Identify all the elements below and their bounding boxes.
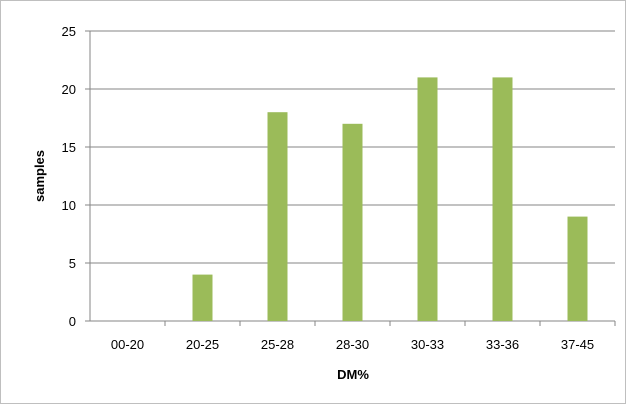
bar-37-45: [567, 216, 588, 321]
y-tick-label: 10: [62, 198, 76, 213]
y-axis-title: samples: [32, 150, 47, 202]
y-tick-label: 5: [69, 256, 76, 271]
y-tick-label: 15: [62, 140, 76, 155]
y-tick-label: 25: [62, 24, 76, 39]
y-tick-labels: 0 5 10 15 20 25: [62, 24, 76, 329]
x-tick-label: 28-30: [336, 337, 369, 352]
x-tick-label: 20-25: [186, 337, 219, 352]
x-tick-label: 00-20: [111, 337, 144, 352]
y-tick-label: 0: [69, 314, 76, 329]
x-tick-label: 30-33: [411, 337, 444, 352]
x-tick-labels: 00-20 20-25 25-28 28-30 30-33 33-36 37-45: [111, 337, 594, 352]
bar-20-25: [192, 274, 213, 321]
x-axis-title: DM%: [337, 367, 369, 382]
x-tick-label: 25-28: [261, 337, 294, 352]
bar-30-33: [417, 77, 438, 322]
bar-28-30: [342, 123, 363, 321]
y-tick-label: 20: [62, 82, 76, 97]
x-tick-label: 37-45: [561, 337, 594, 352]
bar-25-28: [267, 112, 288, 321]
x-tick-label: 33-36: [486, 337, 519, 352]
bar-33-36: [492, 77, 513, 322]
bars: [192, 77, 588, 322]
